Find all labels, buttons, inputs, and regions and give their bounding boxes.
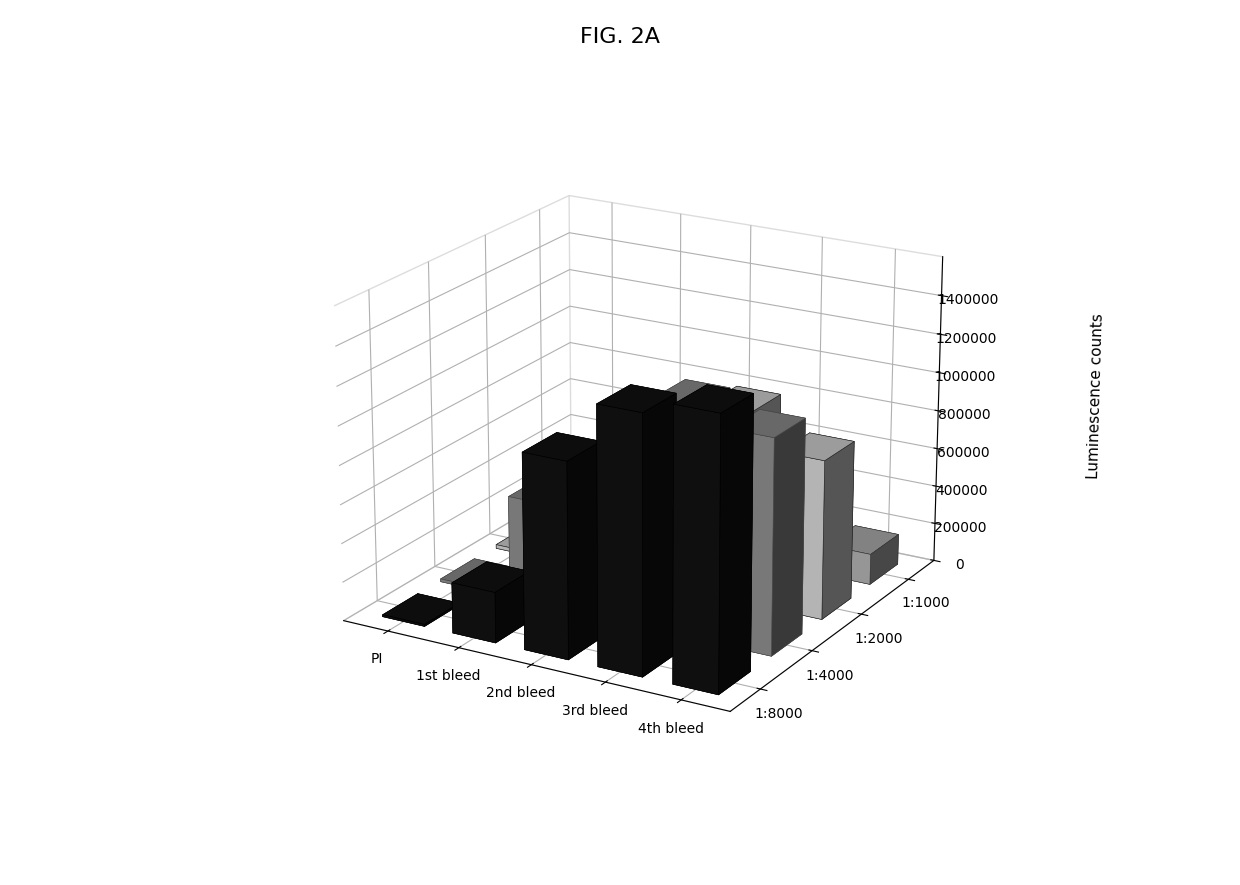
Text: FIG. 2A: FIG. 2A xyxy=(580,27,660,47)
